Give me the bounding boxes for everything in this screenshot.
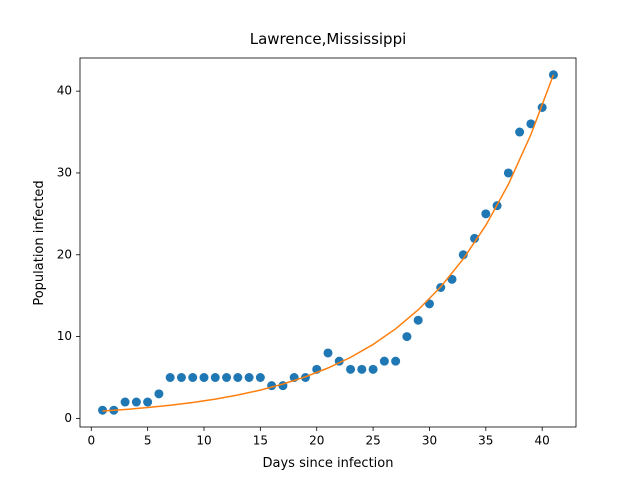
data-point [233,373,243,382]
x-tick-label: 35 [478,434,493,448]
x-tick-label: 5 [144,434,152,448]
data-point [368,364,378,374]
data-point [391,356,401,366]
data-point [402,332,412,342]
data-point [255,373,265,382]
x-tick-label: 20 [309,434,324,448]
data-point [154,389,164,399]
data-point [131,397,141,407]
fit-line [102,74,555,412]
data-point [199,373,209,382]
data-point [222,373,232,382]
data-point [447,274,457,284]
data-point [98,405,108,415]
x-tick-label: 15 [253,434,268,448]
data-point [481,209,491,219]
y-tick-label: 20 [57,247,72,261]
data-point [323,348,333,358]
data-point [458,250,468,260]
x-tick-label: 40 [535,434,550,448]
data-point [346,364,356,374]
data-point [176,373,186,382]
data-point [470,233,480,243]
data-point [244,373,254,382]
x-axis-label: Days since infection [263,456,394,471]
x-tick-label: 25 [365,434,380,448]
data-point [120,397,130,407]
chart-title: Lawrence,Mississippi [250,30,407,48]
data-point [413,315,423,325]
y-tick-label: 30 [57,165,72,179]
data-point [503,168,513,178]
data-point [379,356,389,366]
data-point [143,397,153,407]
data-point [526,119,536,129]
data-point [357,364,367,374]
x-tick-label: 10 [196,434,211,448]
y-tick-label: 0 [64,411,72,425]
plot-frame [79,57,577,428]
data-point [210,373,220,382]
data-point [515,127,525,137]
y-tick-label: 10 [57,329,72,343]
data-point [165,373,175,382]
y-tick-label: 40 [57,84,72,98]
data-point [188,373,198,382]
y-axis-label: Population infected [32,180,47,305]
x-tick-label: 30 [422,434,437,448]
x-tick-label: 0 [87,434,95,448]
